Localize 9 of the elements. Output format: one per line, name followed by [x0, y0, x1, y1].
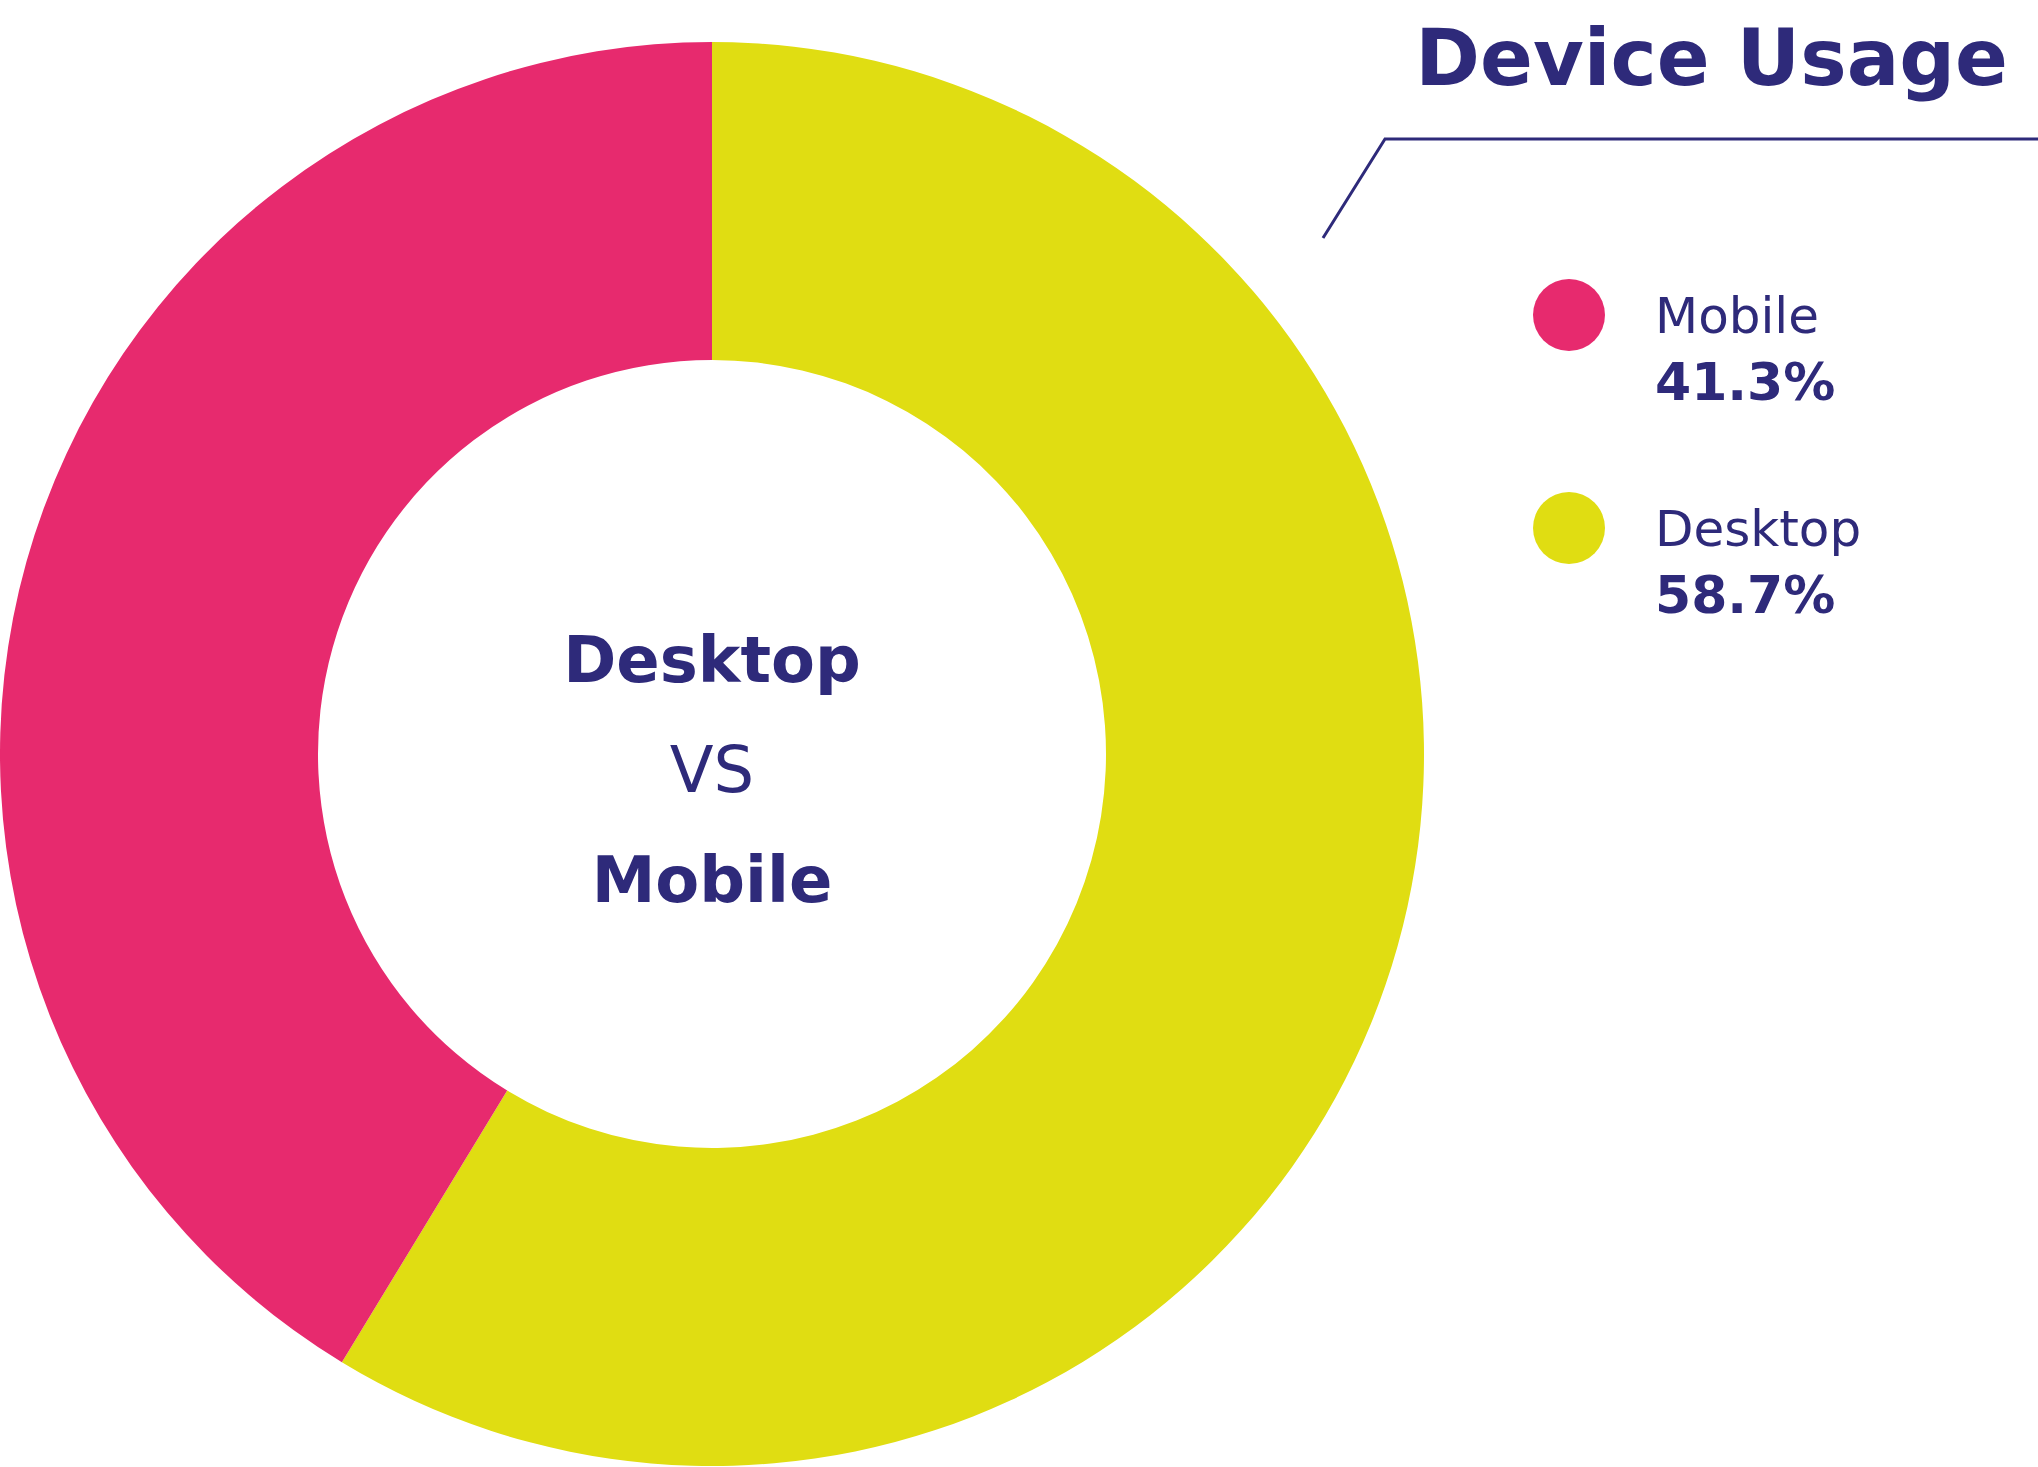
text: Mobile	[591, 842, 833, 917]
donut-slice	[341, 42, 1424, 1466]
chart-title: Device Usage	[1415, 13, 2008, 103]
text: Desktop	[563, 622, 861, 697]
legend-label: Desktop	[1655, 500, 1862, 558]
legend-label: Mobile	[1655, 287, 1820, 345]
text: VS	[669, 732, 755, 807]
data-label: 41.3%	[1655, 352, 1836, 412]
data-label: 58.7%	[1655, 565, 1836, 625]
